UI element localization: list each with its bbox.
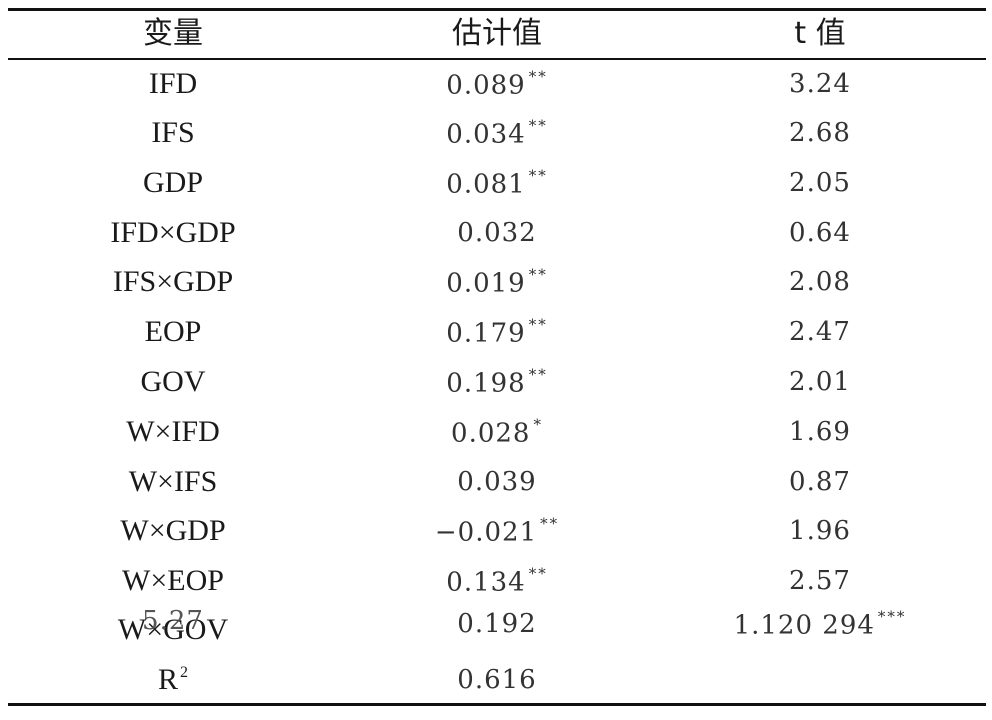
significance-stars: **: [528, 166, 548, 185]
table-cell-t-value: 1.69: [789, 419, 851, 445]
estimate-value: 0.032: [457, 218, 537, 248]
table-cell-estimate: 0.198 **: [446, 365, 548, 399]
table-cell-t-value: 2.08: [789, 269, 851, 295]
estimate-value: 0.198: [446, 368, 526, 399]
superscript: 2: [180, 664, 189, 681]
table-cell-estimate: 0.039: [457, 469, 536, 495]
top-rule: [8, 8, 986, 11]
table-cell-variable: IFD×GDP: [110, 218, 235, 248]
estimate-value: 0.034: [446, 119, 526, 150]
variable-label: W×GOV: [117, 613, 229, 646]
variable-label: W×IFD: [126, 415, 220, 448]
variable-label: W×EOP: [122, 564, 224, 597]
estimate-value: 0.039: [457, 467, 537, 497]
header-estimate: 估计值: [452, 16, 542, 51]
table-cell-t-value: 3.24: [789, 71, 851, 97]
t-value: 1.69: [789, 417, 851, 447]
significance-stars: ***: [877, 607, 907, 626]
significance-stars: **: [540, 514, 560, 533]
variable-label: W×GDP: [120, 514, 226, 547]
estimate-value: 0.028: [451, 418, 531, 449]
table-cell-estimate: 0.081 **: [446, 166, 548, 200]
table-cell-t-value: 2.01: [789, 369, 851, 395]
table-cell-variable: IFS×GDP: [113, 267, 233, 297]
t-value: 2.47: [789, 317, 851, 347]
table-cell-variable: IFS: [151, 118, 194, 148]
table-cell-t-value: 2.47: [789, 319, 851, 345]
estimate-value: 0.134: [446, 567, 526, 598]
table-cell-estimate: 0.089 **: [446, 67, 548, 101]
bottom-rule: [8, 703, 986, 706]
table-cell-t-value: 2.68: [789, 120, 851, 146]
table-cell-variable: IFD: [149, 69, 197, 99]
t-value: 1.120 294: [733, 610, 875, 641]
significance-stars: **: [528, 67, 548, 86]
t-value: 1.96: [789, 516, 851, 546]
header-variable: 变量: [143, 16, 203, 51]
table-cell-t-value: 2.57: [789, 568, 851, 594]
table-cell-t-value: 2.05: [789, 170, 851, 196]
table-cell-estimate: 0.032: [457, 220, 536, 246]
table-cell-variable: W×EOP: [122, 566, 224, 596]
t-value: 2.01: [789, 367, 851, 397]
table-cell-variable: W×GOV: [118, 615, 228, 645]
header-t-value: t 值: [794, 16, 846, 51]
table-cell-variable: EOP: [145, 317, 202, 347]
table-cell-estimate: 0.019 **: [446, 265, 548, 299]
table-cell-estimate: 0.034 **: [446, 116, 548, 150]
significance-stars: **: [528, 315, 548, 334]
table-cell-estimate: −0.021 **: [434, 514, 560, 548]
variable-label: IFS×GDP: [112, 265, 234, 298]
variable-label: IFS: [151, 116, 195, 149]
significance-stars: **: [528, 116, 548, 135]
variable-label: W×IFS: [128, 465, 218, 498]
variable-label: EOP: [144, 315, 202, 348]
table-cell-variable: GDP: [143, 168, 203, 198]
table-cell-estimate: 0.179 **: [446, 315, 548, 349]
table-cell-t-value: 0.87: [789, 469, 851, 495]
table-cell-variable: GOV: [141, 367, 206, 397]
estimate-value: 0.019: [446, 268, 526, 299]
table-cell-estimate: 0.028 *: [451, 415, 543, 449]
estimate-value: 0.089: [446, 70, 526, 101]
estimate-value: 0.616: [457, 665, 537, 695]
t-value: 0.87: [789, 467, 851, 497]
t-value: 2.05: [789, 168, 851, 198]
significance-stars: **: [528, 365, 548, 384]
table-cell-t-value: 1.96: [789, 518, 851, 544]
estimate-value: 0.081: [446, 169, 526, 200]
table-cell-t-value: 1.120 294 ***: [733, 607, 907, 641]
table-cell-estimate: 0.192: [457, 611, 536, 637]
table-cell-variable: W×IFD: [126, 417, 220, 447]
table-cell-t-value: 0.64: [789, 220, 851, 246]
significance-stars: **: [528, 564, 548, 583]
table-cell-estimate: 0.616: [457, 667, 536, 693]
t-value: 0.64: [789, 218, 851, 248]
variable-label: IFD×GDP: [110, 216, 236, 249]
variable-label: GOV: [140, 365, 206, 398]
table-cell-variable: W×IFS: [129, 467, 218, 497]
estimate-value: −0.021: [434, 517, 538, 548]
variable-label: IFD: [148, 67, 198, 100]
significance-stars: *: [533, 415, 543, 434]
t-value: 2.08: [789, 267, 851, 297]
table-cell-variable: W×GDP: [120, 516, 225, 546]
overlapping-value: 5.27: [142, 606, 204, 636]
variable-label: R: [157, 663, 179, 696]
t-value: 2.57: [789, 566, 851, 596]
t-value: 3.24: [789, 69, 851, 99]
estimate-value: 0.192: [457, 609, 537, 639]
variable-label: GDP: [142, 166, 204, 199]
t-value: 2.68: [789, 118, 851, 148]
estimate-value: 0.179: [446, 318, 526, 349]
header-rule: [8, 58, 986, 60]
table-cell-estimate: 0.134 **: [446, 564, 548, 598]
significance-stars: **: [528, 265, 548, 284]
